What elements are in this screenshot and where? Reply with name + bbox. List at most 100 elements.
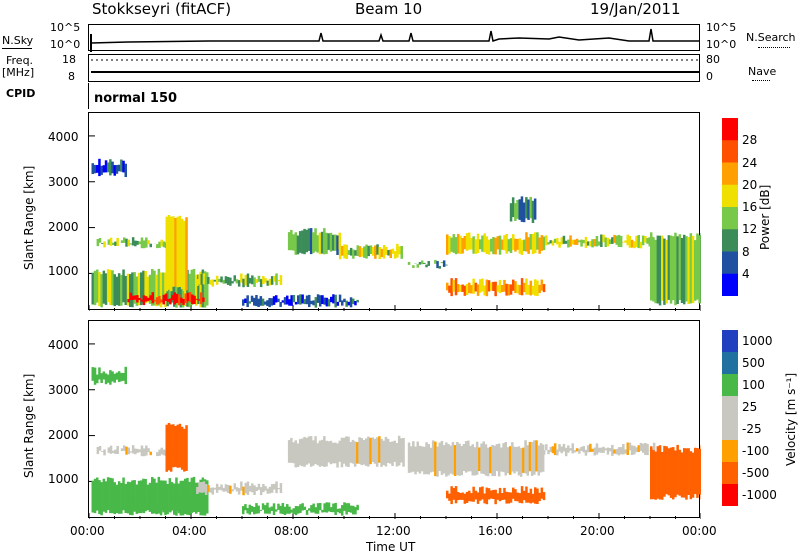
velocity-colorbar-swatch	[722, 330, 738, 353]
nsearch-tick-high: 10^5	[706, 21, 737, 34]
velocity-region-3	[165, 423, 188, 472]
power-ytick-4000: 4000	[48, 130, 79, 144]
velocity-colorbar-swatch	[722, 484, 738, 506]
power-colorbar-label: Power [dB]	[758, 184, 772, 250]
velocity-region-10	[242, 502, 359, 516]
cpid-value: normal 150	[94, 91, 178, 106]
velocity-region-1	[127, 500, 205, 514]
power-region-4	[196, 273, 283, 288]
nsky-legend-line	[2, 48, 32, 49]
power-ytick-1000: 1000	[48, 264, 79, 278]
power-colorbar-swatch	[722, 207, 738, 230]
power-region-9	[446, 278, 546, 297]
velocity-region-8	[542, 442, 656, 457]
velocity-colorbar-tick-1: 500	[742, 356, 765, 370]
power-colorbar-swatch	[722, 229, 738, 252]
nave-tick-low: 0	[706, 70, 713, 83]
velocity-colorbar-tick-6: -500	[742, 466, 770, 480]
velocity-region-7	[446, 486, 546, 505]
velocity-region-0	[91, 476, 209, 516]
cpid-panel	[88, 83, 701, 109]
x-tick-0: 00:00	[70, 524, 105, 538]
velocity-colorbar	[722, 330, 738, 506]
power-colorbar-tick-2: 12	[742, 222, 758, 237]
x-tick-2: 08:00	[274, 524, 309, 538]
power-region-5	[287, 228, 341, 255]
freq-unit: [MHz]	[2, 66, 35, 79]
nsearch-tick-low: 10^0	[706, 38, 737, 51]
x-tick-1: 04:00	[172, 524, 207, 538]
nsky-tick-high: 10^5	[50, 21, 81, 34]
x-axis-label: Time UT	[366, 540, 416, 554]
power-colorbar-swatch	[722, 273, 738, 296]
power-colorbar-tick-6: 28	[742, 133, 758, 148]
power-colorbar-swatch	[722, 118, 738, 141]
nsearch-label: N.Search	[746, 31, 796, 44]
power-ytick-3000: 3000	[48, 175, 79, 189]
velocity-region-11	[91, 366, 127, 385]
velocity-colorbar-tick-3: 25	[742, 400, 758, 414]
nave-legend-line	[752, 80, 770, 81]
freq-nave-panel	[88, 54, 700, 82]
velocity-colorbar-label: Velocity [m s⁻¹]	[784, 372, 798, 466]
velocity-colorbar-tick-5: -100	[742, 444, 770, 458]
power-colorbar-swatch	[722, 162, 738, 186]
velocity-colorbar-tick-0: 1000	[742, 334, 773, 348]
nsky-label: N.Sky	[2, 34, 34, 47]
nsky-tick-low: 10^0	[50, 38, 81, 51]
freq-tick-low: 8	[68, 70, 75, 83]
velocity-ylabel: Slant Range [km]	[22, 373, 36, 478]
power-panel	[88, 112, 701, 311]
power-colorbar-tick-3: 16	[742, 200, 758, 214]
velocity-ytick-1000: 1000	[48, 472, 79, 486]
velocity-region-2	[96, 445, 174, 457]
nsky-panel	[88, 24, 700, 52]
freq-tick-high: 18	[62, 53, 76, 66]
power-colorbar-tick-5: 24	[742, 155, 758, 170]
power-colorbar-tick-4: 20	[742, 177, 758, 192]
beam-title: Beam 10	[355, 0, 423, 18]
power-colorbar-tick-1: 8	[742, 244, 750, 259]
power-region-7	[407, 259, 448, 269]
nsky-trace-svg	[90, 28, 699, 52]
cpid-label: CPID	[6, 87, 36, 100]
velocity-region-9	[650, 444, 701, 500]
x-tick-5: 20:00	[580, 524, 615, 538]
nave-label: Nave	[748, 65, 777, 78]
power-region-3	[165, 215, 188, 292]
velocity-region-6	[407, 440, 545, 477]
power-region-6	[338, 243, 403, 260]
freq-label: Freq.	[6, 54, 34, 67]
nave-tick-high: 80	[706, 53, 720, 66]
x-tick-6: 00:00	[682, 524, 717, 538]
velocity-colorbar-tick-7: -1000	[742, 488, 777, 502]
nsky-trace	[90, 28, 699, 44]
power-colorbar-swatch	[722, 251, 738, 275]
x-tick-4: 16:00	[478, 524, 513, 538]
power-region-10	[509, 196, 537, 223]
velocity-colorbar-tick-4: -25	[742, 422, 762, 436]
velocity-region-5	[287, 435, 405, 468]
velocity-ytick-3000: 3000	[48, 383, 79, 397]
velocity-colorbar-swatch	[722, 462, 738, 485]
freq-trace-svg	[91, 59, 699, 73]
power-colorbar-tick-0: 4	[742, 266, 750, 281]
power-region-2	[96, 237, 174, 249]
velocity-heatmap	[89, 343, 701, 519]
power-region-13	[242, 294, 359, 308]
power-region-8	[446, 232, 546, 255]
power-colorbar	[722, 118, 738, 296]
power-region-14	[91, 158, 127, 177]
velocity-colorbar-swatch	[722, 440, 738, 463]
power-region-11	[542, 234, 656, 249]
power-ylabel: Slant Range [km]	[22, 165, 36, 270]
power-colorbar-swatch	[722, 140, 738, 163]
power-colorbar-swatch	[722, 184, 738, 208]
velocity-colorbar-swatch	[722, 418, 738, 441]
velocity-ytick-2000: 2000	[48, 428, 79, 442]
velocity-ytick-4000: 4000	[48, 338, 79, 352]
velocity-panel	[88, 320, 701, 519]
power-ytick-2000: 2000	[48, 220, 79, 234]
velocity-colorbar-tick-2: 100	[742, 378, 765, 392]
velocity-colorbar-swatch	[722, 396, 738, 419]
